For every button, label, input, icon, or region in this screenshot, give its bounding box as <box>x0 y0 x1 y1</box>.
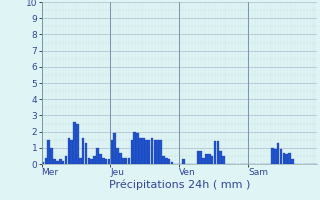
Bar <box>125 158 127 164</box>
Bar <box>291 159 294 164</box>
Bar <box>73 122 76 164</box>
Bar <box>47 140 50 164</box>
Bar <box>148 140 150 164</box>
Bar <box>168 159 171 164</box>
Bar <box>96 148 99 164</box>
Bar <box>59 159 61 164</box>
Bar <box>116 148 119 164</box>
Bar <box>274 149 276 164</box>
Bar <box>76 124 79 164</box>
Bar <box>171 162 173 164</box>
Bar <box>205 154 208 164</box>
Bar <box>105 159 108 164</box>
Bar <box>271 148 274 164</box>
Bar <box>56 161 59 164</box>
Bar <box>102 158 105 164</box>
Bar <box>165 158 168 164</box>
Bar <box>285 154 288 164</box>
Bar <box>156 140 159 164</box>
Bar <box>85 143 87 164</box>
Bar <box>217 141 219 164</box>
Bar <box>42 162 44 164</box>
Bar <box>151 138 153 164</box>
Bar <box>91 159 93 164</box>
Bar <box>82 138 84 164</box>
Bar <box>211 156 213 164</box>
Bar <box>145 140 148 164</box>
Bar <box>53 159 56 164</box>
Bar <box>202 158 205 164</box>
Bar <box>133 132 136 164</box>
Bar <box>62 161 64 164</box>
Bar <box>119 153 122 164</box>
Bar <box>108 159 110 164</box>
Bar <box>93 156 96 164</box>
Bar <box>122 158 124 164</box>
Bar <box>68 138 70 164</box>
X-axis label: Précipitations 24h ( mm ): Précipitations 24h ( mm ) <box>108 180 250 190</box>
Bar <box>128 158 130 164</box>
Bar <box>199 151 202 164</box>
Bar <box>136 133 139 164</box>
Bar <box>50 148 53 164</box>
Bar <box>142 138 145 164</box>
Bar <box>131 140 133 164</box>
Bar <box>70 140 73 164</box>
Bar <box>110 140 113 164</box>
Bar <box>99 154 102 164</box>
Bar <box>214 141 216 164</box>
Bar <box>280 149 282 164</box>
Bar <box>288 153 291 164</box>
Bar <box>159 140 162 164</box>
Bar <box>162 156 165 164</box>
Bar <box>196 151 199 164</box>
Bar <box>88 158 90 164</box>
Bar <box>139 138 142 164</box>
Bar <box>283 153 285 164</box>
Bar <box>277 143 279 164</box>
Bar <box>79 158 82 164</box>
Bar <box>182 159 185 164</box>
Bar <box>65 156 67 164</box>
Bar <box>208 154 211 164</box>
Bar <box>113 133 116 164</box>
Bar <box>44 158 47 164</box>
Bar <box>220 151 222 164</box>
Bar <box>154 140 156 164</box>
Bar <box>222 156 225 164</box>
